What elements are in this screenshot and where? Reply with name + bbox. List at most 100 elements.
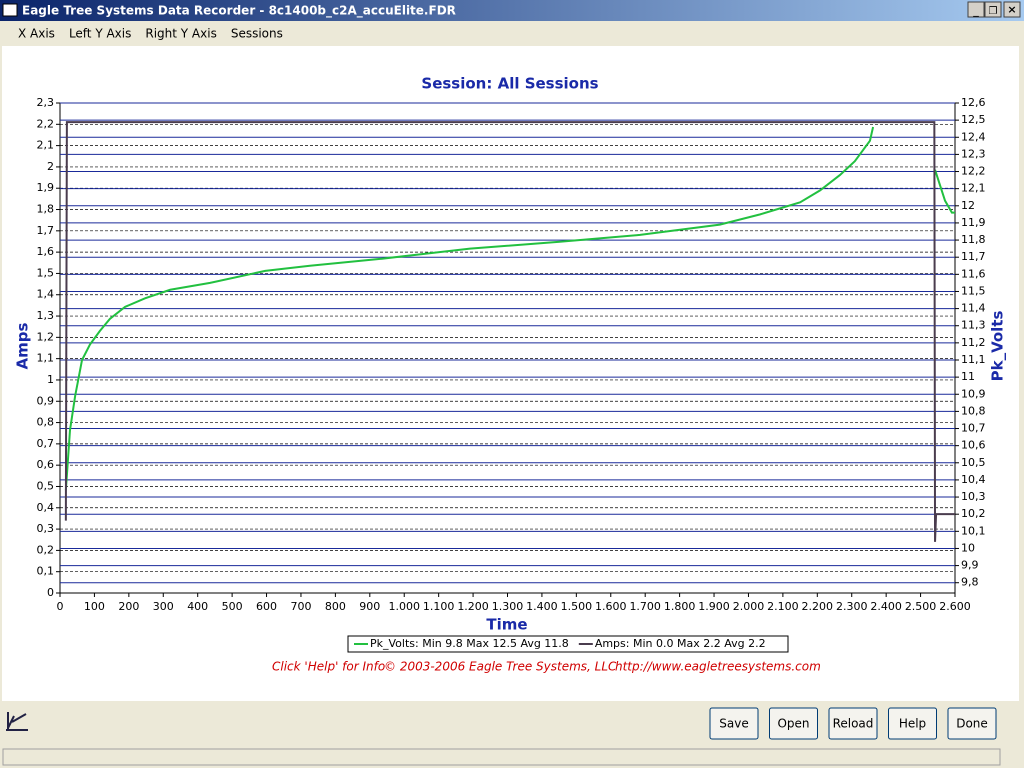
x-tick-label: 2.100 [767,600,799,613]
y2-tick-label: 10,8 [961,404,986,417]
y2-tick-label: 10,6 [961,439,986,452]
y2-tick-label: 10,7 [961,422,986,435]
x-tick-label: 1.500 [561,600,593,613]
button-label[interactable]: Save [719,717,748,731]
y-tick-label: 0,7 [37,437,55,450]
y-tick-label: 1,3 [37,309,55,322]
y-tick-label: 0 [47,586,54,599]
series-line [934,169,955,214]
y-tick-label: 0,2 [37,543,55,556]
y2-tick-label: 11,6 [961,267,986,280]
x-tick-label: 2.200 [802,600,834,613]
x-tick-label: 1.900 [698,600,730,613]
y-axis-label: Amps [14,322,32,369]
x-tick-label: 400 [187,600,208,613]
series-line [64,121,955,542]
legend [347,635,789,653]
y2-axis-label: Pk_Volts [989,311,1007,382]
y2-tick-label: 11,7 [961,250,986,263]
x-tick-label: 200 [118,600,139,613]
x-tick-label: 300 [153,600,174,613]
y-tick-label: 1 [47,373,54,386]
window-title: Eagle Tree Systems Data Recorder - 8c140… [22,4,456,19]
y2-tick-label: 12 [961,199,975,212]
menu-item[interactable]: X Axis [18,27,55,41]
y2-tick-label: 11,1 [961,353,986,366]
button[interactable] [828,707,878,740]
y-tick-label: 0,1 [37,565,55,578]
y-tick-label: 1,4 [37,288,55,301]
legend-entry: Pk_Volts: Min 9.8 Max 12.5 Avg 11.8 [370,637,569,650]
series-line [64,126,875,491]
x-tick-label: 1.600 [595,600,627,613]
y-tick-label: 0,8 [37,416,55,429]
x-tick-label: 0 [57,600,64,613]
chart-panel [2,46,1019,701]
y-tick-label: 1,1 [37,352,55,365]
tool-icon[interactable] [6,712,28,731]
y2-tick-label: 11,3 [961,319,986,332]
x-axis-label: Time [486,616,527,634]
y2-tick-label: 10,1 [961,524,986,537]
y2-tick-label: 12,2 [961,165,986,178]
close-button[interactable] [1003,1,1021,18]
y2-tick-label: 11,9 [961,216,986,229]
x-tick-label: 1.400 [526,600,558,613]
y2-tick-label: 10,9 [961,387,986,400]
y-tick-label: 1,5 [37,266,55,279]
x-tick-label: 100 [84,600,105,613]
y-tick-label: 1,2 [37,330,55,343]
x-tick-label: 800 [325,600,346,613]
x-tick-label: 700 [290,600,311,613]
x-tick-label: 2.500 [905,600,937,613]
menu-item[interactable]: Right Y Axis [145,27,216,41]
y-tick-label: 0,6 [37,458,55,471]
title-bar [0,0,1024,21]
x-tick-label: 1.100 [423,600,455,613]
button[interactable] [888,707,937,740]
legend-entry: Amps: Min 0.0 Max 2.2 Avg 2.2 [595,637,766,650]
y-tick-label: 0,5 [37,479,55,492]
menu-item[interactable]: Left Y Axis [69,27,131,41]
y-tick-label: 0,4 [37,501,55,514]
restore-button[interactable] [984,1,1002,18]
y-tick-label: 1,9 [37,181,55,194]
footer-url[interactable]: http://www.eagletreesystems.com [615,660,821,674]
y2-tick-label: 11 [961,370,975,383]
x-tick-label: 2.300 [836,600,868,613]
x-tick-label: 1.200 [457,600,489,613]
y2-tick-label: 12,6 [961,96,986,109]
x-tick-label: 1.700 [629,600,661,613]
button[interactable] [947,707,997,740]
y2-tick-label: 12,5 [961,113,986,126]
x-tick-label: 2.400 [870,600,902,613]
menu-item[interactable]: Sessions [231,27,283,41]
x-tick-label: 500 [222,600,243,613]
minimize-button[interactable] [967,1,985,18]
button-label[interactable]: Help [899,717,926,731]
button-label[interactable]: Done [956,717,988,731]
button[interactable] [709,707,759,740]
button[interactable] [769,707,818,740]
y2-tick-label: 10,4 [961,473,986,486]
x-tick-label: 2.600 [939,600,971,613]
y2-tick-label: 9,8 [961,576,979,589]
button-label[interactable]: Open [777,717,809,731]
close-glyph: × [1007,3,1016,16]
y-tick-label: 2,2 [37,117,55,130]
x-tick-label: 1.300 [492,600,524,613]
y2-tick-label: 10,3 [961,490,986,503]
y-tick-label: 2 [47,160,54,173]
y2-tick-label: 12,1 [961,182,986,195]
x-tick-label: 2.000 [733,600,765,613]
y-tick-label: 2,1 [37,139,55,152]
y-tick-label: 1,8 [37,203,55,216]
app-icon [2,3,18,17]
y2-tick-label: 12,3 [961,147,986,160]
restore-glyph: ❐ [989,6,998,17]
y-tick-label: 2,3 [37,96,55,109]
button-label[interactable]: Reload [833,717,874,731]
x-tick-label: 1.000 [388,600,420,613]
